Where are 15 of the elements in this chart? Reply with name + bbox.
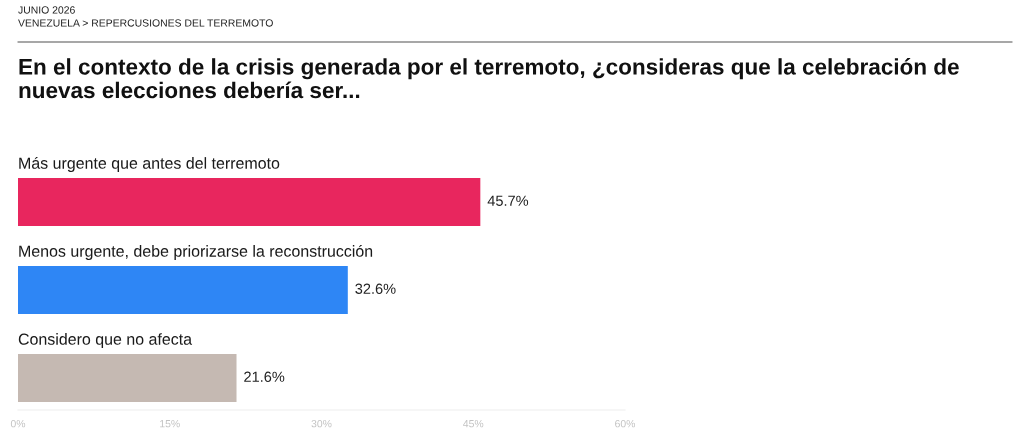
data-label: 21.6% xyxy=(244,371,285,382)
bar xyxy=(18,266,348,314)
bar xyxy=(18,354,237,402)
y-tick-label: Considero que no afecta xyxy=(18,333,193,348)
x-tick-label: 45% xyxy=(463,420,484,428)
bar xyxy=(18,178,481,226)
y-tick-label: Más urgente que antes del terremoto xyxy=(19,156,280,172)
chart-title: En el contexto de la crisis generada por el terremoto, ¿consideras que la celebración de nuevas elecciones debería ser... xyxy=(19,58,959,99)
data-label: 32.6% xyxy=(355,283,396,294)
text: JUNIO 2026 xyxy=(18,6,75,14)
chart-subtitle: VENEZUELA > REPERCUSIONES DEL TERREMOTO xyxy=(18,19,273,27)
x-tick-label: 15% xyxy=(160,420,180,428)
data-label: 45.7% xyxy=(487,195,529,206)
y-tick-label: Menos urgente, debe priorizarse la reconstrucción xyxy=(19,244,373,260)
x-tick-label: 30% xyxy=(311,420,332,428)
